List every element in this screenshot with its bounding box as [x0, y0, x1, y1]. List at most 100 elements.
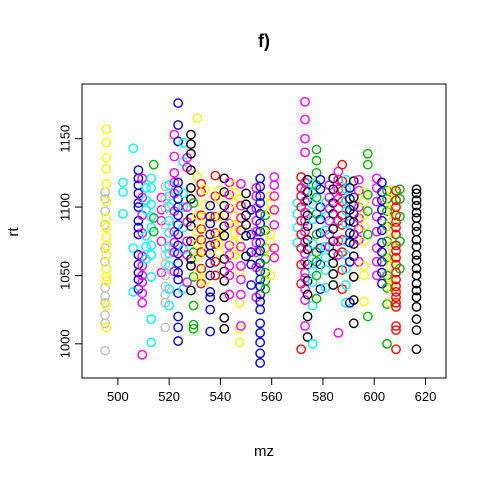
data-point — [101, 152, 112, 163]
data-point — [371, 196, 382, 207]
data-point — [146, 183, 157, 193]
data-point — [229, 180, 240, 191]
data-point — [307, 239, 318, 249]
data-point — [148, 159, 159, 170]
data-point — [394, 263, 405, 274]
data-point — [411, 250, 422, 260]
data-point — [353, 174, 364, 185]
data-point — [300, 267, 310, 278]
data-point — [255, 281, 266, 292]
data-point — [146, 337, 157, 348]
y-tick-label: 1150 — [57, 125, 72, 153]
data-point — [328, 258, 339, 269]
data-point — [255, 218, 266, 229]
data-point — [411, 188, 422, 199]
data-point — [101, 137, 112, 148]
data-point — [377, 267, 387, 278]
data-point — [377, 215, 387, 226]
data-point — [246, 280, 257, 290]
data-point — [178, 137, 189, 148]
data-point — [377, 177, 387, 188]
data-point — [186, 139, 196, 150]
data-point — [236, 213, 246, 223]
data-point — [128, 286, 139, 297]
data-point — [411, 195, 422, 206]
data-point — [348, 271, 359, 282]
data-point — [265, 270, 276, 281]
data-point — [411, 207, 422, 218]
data-point — [246, 204, 257, 215]
data-point — [411, 226, 422, 237]
data-point — [255, 348, 266, 359]
data-point — [411, 270, 422, 281]
data-point — [341, 280, 351, 290]
data-point — [348, 176, 359, 186]
data-point — [362, 189, 373, 200]
data-point — [219, 210, 230, 221]
data-point — [173, 267, 184, 278]
data-point — [224, 260, 235, 271]
x-tick-label: 540 — [210, 389, 232, 404]
data-point — [182, 236, 192, 247]
data-point — [246, 247, 257, 258]
data-point — [101, 124, 112, 135]
data-point — [241, 230, 251, 241]
data-point — [188, 319, 199, 330]
data-point — [164, 215, 175, 226]
data-point — [160, 322, 171, 333]
data-point — [164, 180, 175, 191]
data-point — [234, 193, 245, 204]
data-point — [269, 172, 280, 182]
x-axis: 500 520 540 560 580 600 620 — [107, 377, 436, 404]
x-tick-label: 500 — [107, 389, 129, 404]
data-point — [391, 245, 401, 256]
data-point — [186, 260, 196, 271]
data-point — [101, 196, 112, 207]
data-point — [255, 198, 266, 208]
data-point — [200, 211, 210, 222]
y-tick-label: 1100 — [57, 193, 72, 221]
data-point — [337, 159, 348, 170]
data-point — [173, 177, 184, 188]
data-point — [100, 256, 110, 267]
data-point — [200, 265, 210, 275]
data-point — [118, 209, 128, 219]
data-point — [296, 344, 307, 355]
data-point — [311, 155, 322, 166]
data-points — [100, 96, 422, 368]
data-point — [182, 277, 192, 288]
data-point — [320, 265, 331, 275]
data-point — [255, 337, 266, 348]
data-point — [141, 230, 151, 241]
data-point — [353, 234, 364, 245]
data-point — [362, 311, 373, 322]
data-point — [246, 259, 257, 270]
data-point — [265, 191, 276, 202]
data-point — [146, 271, 157, 282]
data-point — [173, 322, 184, 333]
data-point — [146, 314, 157, 325]
data-point — [255, 191, 266, 202]
data-point — [371, 226, 382, 237]
data-point — [302, 276, 313, 286]
data-point — [385, 240, 396, 251]
data-point — [411, 255, 422, 266]
data-point — [224, 250, 235, 260]
data-point — [391, 281, 401, 292]
data-point — [269, 243, 280, 253]
data-point — [377, 247, 387, 258]
data-point — [128, 243, 139, 253]
data-point — [101, 276, 112, 286]
data-point — [210, 270, 221, 281]
data-point — [214, 211, 225, 222]
data-point — [385, 217, 396, 228]
data-point — [296, 215, 307, 226]
x-tick-label: 600 — [363, 389, 385, 404]
data-point — [219, 312, 230, 323]
data-point — [133, 165, 144, 176]
data-point — [391, 202, 401, 212]
data-point — [101, 232, 112, 243]
data-point — [236, 241, 246, 252]
